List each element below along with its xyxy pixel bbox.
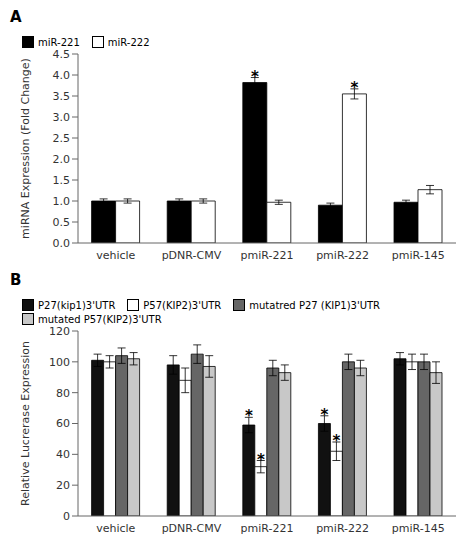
svg-text:pmiR-222: pmiR-222 bbox=[316, 522, 369, 535]
svg-text:100: 100 bbox=[49, 356, 70, 369]
html-text:B: B bbox=[10, 271, 22, 289]
html-text:mutatred P27 (KIP1)3'UTR: mutatred P27 (KIP1)3'UTR bbox=[249, 299, 380, 311]
svg-text:0: 0 bbox=[63, 510, 70, 523]
svg-text:pDNR-CMV: pDNR-CMV bbox=[162, 249, 222, 262]
svg-text:0.0: 0.0 bbox=[53, 237, 71, 250]
svg-text:4.0: 4.0 bbox=[53, 69, 71, 82]
html-text:miR-222: miR-222 bbox=[107, 36, 150, 48]
svg-text:pmiR-221: pmiR-221 bbox=[241, 522, 294, 535]
svg-text:Relative Lucrerase Expression: Relative Lucrerase Expression bbox=[19, 341, 32, 506]
svg-text:60: 60 bbox=[56, 417, 70, 430]
svg-text:vehicle: vehicle bbox=[96, 249, 135, 262]
svg-text:*: * bbox=[257, 451, 265, 469]
svg-text:*: * bbox=[320, 406, 328, 424]
svg-text:pmiR-221: pmiR-221 bbox=[241, 249, 294, 262]
svg-text:miRNA Expression (Fold Change): miRNA Expression (Fold Change) bbox=[19, 58, 32, 239]
svg-text:*: * bbox=[332, 432, 340, 450]
svg-text:3.5: 3.5 bbox=[53, 90, 71, 103]
html-text:miR-221: miR-221 bbox=[38, 36, 80, 48]
html-text:P27(kip1)3'UTR: P27(kip1)3'UTR bbox=[38, 299, 116, 311]
html-text:A: A bbox=[10, 8, 22, 26]
svg-text:0.5: 0.5 bbox=[53, 216, 71, 229]
html-text:P57(KIP2)3'UTR: P57(KIP2)3'UTR bbox=[143, 299, 222, 311]
svg-text:*: * bbox=[245, 407, 253, 425]
svg-text:*: * bbox=[251, 68, 259, 86]
svg-text:pmiR-145: pmiR-145 bbox=[392, 249, 445, 262]
svg-text:3.0: 3.0 bbox=[53, 111, 71, 124]
svg-text:40: 40 bbox=[56, 448, 70, 461]
svg-text:1.5: 1.5 bbox=[53, 174, 71, 187]
svg-text:4.5: 4.5 bbox=[53, 48, 71, 61]
svg-text:1.0: 1.0 bbox=[53, 195, 71, 208]
svg-text:2.5: 2.5 bbox=[53, 132, 71, 145]
svg-text:80: 80 bbox=[56, 387, 70, 400]
html-text:mutated P57(KIP2)3'UTR: mutated P57(KIP2)3'UTR bbox=[38, 313, 162, 325]
svg-text:2.0: 2.0 bbox=[53, 153, 71, 166]
svg-text:vehicle: vehicle bbox=[96, 522, 135, 535]
svg-text:pmiR-222: pmiR-222 bbox=[316, 249, 369, 262]
svg-text:20: 20 bbox=[56, 479, 70, 492]
svg-text:*: * bbox=[350, 79, 358, 97]
svg-text:pDNR-CMV: pDNR-CMV bbox=[162, 522, 222, 535]
svg-text:pmiR-145: pmiR-145 bbox=[392, 522, 445, 535]
svg-text:120: 120 bbox=[49, 325, 70, 338]
